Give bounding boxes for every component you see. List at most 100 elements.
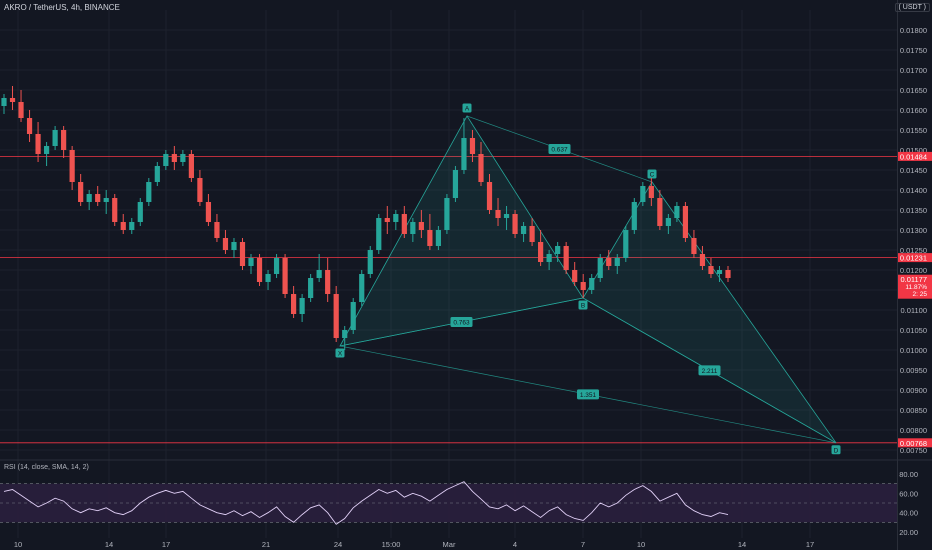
pattern-point-label: D [834, 447, 839, 454]
candle [163, 154, 169, 166]
candle [461, 138, 467, 170]
candle [325, 270, 331, 294]
rsi-tick-label: 80.00 [899, 470, 918, 479]
candle [359, 274, 365, 302]
candle [589, 278, 595, 290]
candle [112, 198, 118, 222]
pattern-point-label: B [581, 303, 585, 310]
candle [435, 230, 441, 246]
candle [197, 178, 203, 202]
candle [273, 258, 280, 274]
symbol-title: AKRO / TetherUS, 4h, BINANCE [4, 3, 120, 12]
candle [674, 206, 680, 218]
candle [606, 258, 612, 266]
ratio-label: 2.211 [702, 368, 718, 375]
candle [95, 194, 101, 202]
candle [188, 154, 194, 178]
price-label-badge [898, 274, 932, 299]
ratio-badge [450, 317, 473, 327]
y-tick-label: 0.01450 [900, 166, 927, 175]
candle [691, 238, 697, 254]
price-label-badge [898, 151, 932, 161]
candle [623, 230, 629, 258]
pattern-point-label: X [338, 351, 343, 358]
y-tick-label: 0.01700 [900, 66, 927, 75]
candle [520, 226, 527, 234]
currency-label[interactable]: ( USDT ) [894, 3, 930, 12]
y-tick-label: 0.01000 [900, 346, 927, 355]
x-tick-label: 10 [14, 540, 22, 549]
candle [256, 258, 263, 282]
candle [282, 258, 288, 294]
candle [367, 250, 373, 274]
price-label-badge [898, 253, 932, 263]
candle [214, 222, 220, 238]
x-tick-label: 21 [262, 540, 270, 549]
harmonic-pattern[interactable]: X A B C D 0.763 0.637 2.211 1.351 [335, 103, 841, 455]
candle [52, 130, 58, 146]
x-tick-label: 7 [581, 540, 585, 549]
x-tick-label: 24 [334, 540, 342, 549]
y-tick-label: 0.01300 [900, 226, 927, 235]
y-tick-label: 0.01200 [900, 266, 927, 275]
candle [657, 198, 663, 226]
candle [265, 274, 271, 282]
candle [86, 194, 92, 202]
candle [299, 298, 305, 314]
candle [35, 134, 41, 154]
y-tick-label: 0.00950 [900, 366, 927, 375]
y-tick-label: 0.01250 [900, 246, 927, 255]
price-axis[interactable]: 0.01800 0.01750 0.01700 0.01650 0.01600 0.015… [898, 26, 932, 537]
y-tick-label: 0.01500 [900, 146, 927, 155]
candle [538, 242, 544, 262]
horizontal-lines[interactable] [0, 155, 897, 444]
candle [631, 202, 637, 230]
candle [572, 270, 578, 282]
candle [248, 258, 254, 266]
pattern-triangle-bcd [582, 181, 837, 444]
candle [452, 170, 459, 198]
price-label-badge [898, 438, 932, 448]
candle [291, 294, 297, 314]
candle [384, 218, 390, 222]
candle [171, 154, 177, 162]
y-tick-label: 0.00900 [900, 386, 927, 395]
rsi-panel [0, 481, 897, 525]
candle [1, 98, 7, 106]
rsi-tick-label: 60.00 [899, 489, 918, 498]
candle [640, 186, 646, 202]
candle [146, 182, 152, 202]
ratio-label: 1.351 [580, 392, 597, 399]
candle [665, 218, 671, 226]
candle [469, 138, 476, 154]
y-tick-label: 0.01650 [900, 86, 927, 95]
ratio-badge [577, 389, 599, 400]
pattern-point-label: C [650, 172, 655, 179]
y-tick-label: 0.01350 [900, 206, 927, 215]
x-tick-label: 10 [637, 540, 645, 549]
rsi-tick-label: 20.00 [899, 528, 918, 537]
rsi-title: RSI (14, close, SMA, 14, 2) [4, 464, 89, 471]
candle [597, 258, 603, 278]
candle [78, 182, 84, 202]
ratio-label: 0.763 [453, 320, 470, 327]
y-tick-label: 0.00750 [900, 446, 927, 455]
ratio-badge [548, 144, 571, 154]
price-label-extra: 11.87% [905, 284, 927, 291]
y-tick-label: 0.01550 [900, 126, 927, 135]
price-label-extra: 2: 25 [913, 291, 928, 298]
y-tick-label: 0.01750 [900, 46, 927, 55]
candle [716, 270, 723, 274]
candle [137, 202, 143, 222]
candle [699, 254, 706, 266]
x-tick-label: 17 [806, 540, 814, 549]
time-axis[interactable]: 10 14 17 21 24 15:00 Mar 4 7 10 14 17 [14, 540, 814, 549]
rsi-tick-label: 40.00 [899, 509, 918, 518]
candle [682, 206, 689, 238]
pattern-point-label: A [465, 106, 470, 113]
pattern-point-badge [831, 445, 841, 455]
candle [180, 154, 186, 162]
candle [444, 198, 450, 230]
